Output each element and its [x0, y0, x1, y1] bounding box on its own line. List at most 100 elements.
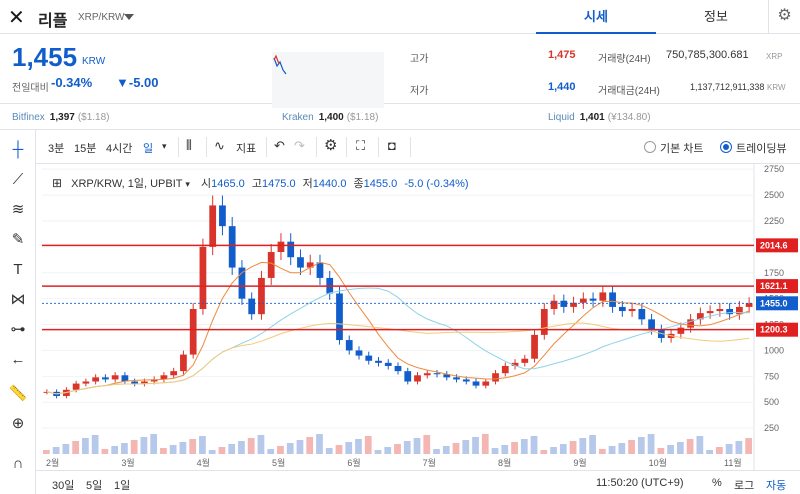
coin-pair[interactable]: XRP/KRW	[78, 12, 125, 23]
volume-bar	[598, 449, 606, 454]
y-tick-label: 2750	[764, 164, 784, 174]
price-unit: KRW	[82, 56, 106, 67]
y-axis	[754, 164, 800, 470]
range-1d[interactable]: 1일	[114, 480, 131, 492]
interval-dropdown-icon[interactable]: ▾	[162, 141, 167, 151]
trading-view-label[interactable]: 트레이딩뷰	[736, 143, 787, 155]
chart-settings-icon[interactable]: ⚙	[324, 137, 338, 154]
volume-label: 거래량(24H)	[598, 54, 651, 65]
change-percent: -0.34%	[51, 75, 93, 90]
volume-bar	[481, 434, 489, 454]
candle-body	[355, 350, 363, 356]
candle-body	[248, 298, 256, 315]
back-arrow-icon[interactable]: ←	[10, 351, 26, 368]
chart-canvas[interactable]: 2505007501000125015001750200022502500275…	[36, 164, 800, 470]
volume-bar	[491, 448, 499, 454]
candle-body	[375, 360, 382, 363]
legend-expand-icon[interactable]: ⊞	[52, 176, 63, 190]
candle-type-icon[interactable]: ⫴	[186, 137, 192, 153]
change-amount: ▼-5.00	[116, 75, 159, 90]
candle-body	[111, 375, 119, 380]
log-toggle[interactable]: 로그	[734, 480, 755, 492]
fib-icon[interactable]: ≋	[11, 201, 25, 218]
zoom-in-icon[interactable]: ⊕	[11, 415, 25, 432]
camera-icon[interactable]: ◘	[388, 138, 396, 153]
price-level-tag	[756, 322, 798, 337]
price-chart[interactable]: 2505007501000125015001750200022502500275…	[36, 164, 800, 494]
candle-body	[492, 373, 499, 382]
tab-market[interactable]: 시세	[536, 0, 656, 34]
candle-body	[82, 381, 90, 384]
auto-toggle[interactable]: 자동	[766, 480, 787, 492]
candle-body	[297, 257, 304, 268]
candle-body	[365, 355, 373, 361]
candle-body	[131, 381, 139, 384]
interval-3m[interactable]: 3분	[48, 143, 65, 155]
candle-body	[696, 313, 704, 320]
candle-body	[228, 226, 236, 268]
high-value: 1,475	[548, 49, 576, 61]
volume-bar	[569, 441, 577, 454]
brush-icon[interactable]: ✎	[11, 231, 25, 248]
current-price: 1,455	[12, 42, 78, 72]
percent-toggle[interactable]: %	[712, 477, 722, 489]
volume-bar	[335, 445, 343, 454]
interval-4h[interactable]: 4시간	[106, 143, 133, 155]
y-tick-label: 1750	[764, 268, 784, 278]
pattern-icon[interactable]: ⋈	[10, 291, 26, 308]
drawing-toolbar: ┼ ⟋ ≋ ✎ T ⋈ ⊶ ← 📏 ⊕ ∩	[0, 130, 36, 494]
coin-dropdown-icon[interactable]	[124, 14, 134, 20]
x-tick-label: 8월	[498, 457, 511, 468]
coin-name[interactable]: 리플	[38, 13, 68, 30]
text-icon[interactable]: T	[13, 261, 23, 278]
undo-icon[interactable]: ↶	[274, 138, 285, 153]
legend-dropdown-icon[interactable]: ▾	[185, 179, 190, 189]
indicator-button[interactable]: 지표	[236, 143, 257, 155]
candle-body	[141, 381, 148, 384]
basic-chart-radio[interactable]	[644, 141, 656, 153]
basic-chart-label[interactable]: 기본 차트	[660, 143, 704, 155]
price-level-label: 1200.3	[760, 325, 788, 335]
volume-bar	[676, 442, 684, 454]
fullscreen-icon[interactable]: ⛶	[356, 138, 366, 153]
candle-body	[638, 309, 646, 320]
measure-icon[interactable]: ⊶	[10, 321, 26, 338]
range-5d[interactable]: 5일	[86, 480, 103, 492]
candle-body	[404, 371, 412, 382]
trading-view-radio[interactable]	[720, 141, 732, 153]
volume-bar	[413, 438, 421, 454]
volume-bar	[589, 435, 596, 454]
volume-bar	[520, 439, 528, 454]
ma-line-mid	[46, 287, 750, 395]
chart-legend: ⊞ XRP/KRW, 1일, UPBIT ▾ 시1465.0 고1475.0 저…	[52, 176, 469, 190]
candle-body	[258, 277, 265, 315]
volume-bar	[501, 445, 509, 454]
legend-symbol[interactable]: XRP/KRW, 1일, UPBIT	[71, 178, 183, 190]
volume-bar	[277, 446, 284, 454]
indicator-icon[interactable]: ∿	[214, 138, 225, 153]
interval-15m[interactable]: 15분	[74, 143, 97, 155]
volume-bar	[296, 440, 304, 454]
crosshair-icon[interactable]: ┼	[12, 141, 24, 158]
volume-bar	[423, 435, 431, 454]
ruler-icon[interactable]: 📏	[8, 385, 28, 402]
redo-icon[interactable]: ↷	[294, 138, 305, 153]
candle-body	[570, 302, 577, 307]
exchange-liquid: Liquid 1,401 (¥134.80)	[548, 112, 651, 123]
mini-chart	[272, 52, 384, 108]
range-30d[interactable]: 30일	[52, 480, 75, 492]
interval-1d[interactable]: 일	[143, 143, 154, 155]
magnet-icon[interactable]: ∩	[12, 455, 24, 472]
candle-body	[745, 303, 753, 307]
candle-body	[384, 362, 392, 366]
settings-gear-icon[interactable]: ⚙	[768, 0, 800, 34]
candle-body	[599, 292, 607, 301]
candle-body	[150, 379, 158, 382]
exchange-kraken: Kraken 1,400 ($1.18)	[282, 112, 379, 123]
trendline-icon[interactable]: ⟋	[12, 171, 24, 188]
tab-info[interactable]: 정보	[704, 9, 728, 24]
volume-bar	[169, 445, 177, 454]
candle-body	[648, 319, 655, 330]
candle-body	[433, 373, 441, 375]
volume-bar	[208, 450, 216, 454]
